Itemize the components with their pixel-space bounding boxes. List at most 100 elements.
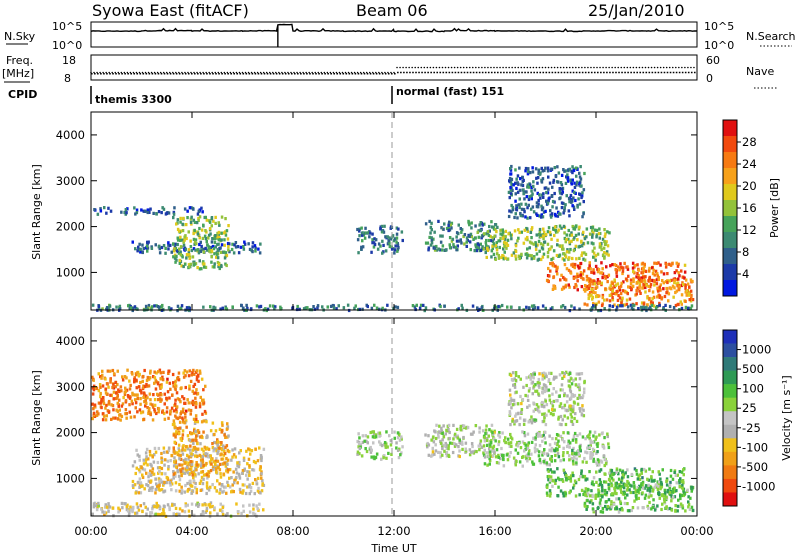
data-cell xyxy=(432,237,435,241)
data-cell xyxy=(216,243,219,247)
data-cell xyxy=(541,215,545,219)
data-cell xyxy=(689,496,692,500)
data-cell xyxy=(189,460,193,464)
data-cell xyxy=(139,397,142,401)
data-cell xyxy=(445,428,448,432)
data-cell xyxy=(534,167,538,171)
data-cell xyxy=(528,374,532,378)
data-cell xyxy=(625,298,629,302)
data-cell xyxy=(544,372,547,376)
data-cell xyxy=(583,504,587,508)
data-cell xyxy=(228,242,231,246)
data-cell xyxy=(582,188,586,192)
data-cell xyxy=(197,472,200,476)
data-cell xyxy=(688,291,691,295)
data-cell xyxy=(568,388,572,392)
data-cell xyxy=(358,234,361,238)
nave-point xyxy=(678,66,680,69)
data-cell xyxy=(137,508,141,512)
data-cell xyxy=(102,399,105,403)
data-cell xyxy=(126,368,129,372)
data-cell xyxy=(573,236,576,240)
nave-point xyxy=(499,66,501,69)
nave-point xyxy=(356,71,359,74)
data-cell xyxy=(488,459,492,463)
data-cell xyxy=(192,207,195,211)
data-cell xyxy=(169,483,172,487)
data-cell xyxy=(221,428,224,433)
data-cell xyxy=(651,297,654,301)
data-cell xyxy=(361,239,364,243)
data-cell xyxy=(487,434,490,438)
data-cell xyxy=(565,478,568,482)
data-cell xyxy=(576,402,580,406)
data-cell xyxy=(680,479,683,483)
data-cell xyxy=(595,480,598,484)
data-cell xyxy=(187,509,191,513)
nave-point xyxy=(111,71,114,74)
data-cell xyxy=(610,505,613,509)
data-cell xyxy=(529,207,533,211)
data-cell xyxy=(247,447,250,451)
data-cell xyxy=(583,237,587,241)
data-cell xyxy=(630,484,633,488)
data-cell xyxy=(566,248,569,252)
data-cell xyxy=(653,508,657,512)
data-cell xyxy=(183,207,187,211)
data-cell xyxy=(541,304,545,308)
data-cell xyxy=(526,443,530,447)
data-cell xyxy=(441,234,444,238)
data-cell xyxy=(205,506,209,511)
data-cell xyxy=(594,258,597,262)
nave-point xyxy=(508,66,510,69)
data-cell xyxy=(571,422,575,426)
data-cell xyxy=(648,296,651,301)
data-cell xyxy=(514,254,517,258)
data-cell xyxy=(187,248,191,252)
data-cell xyxy=(673,489,677,493)
data-cell xyxy=(216,231,219,235)
data-cell xyxy=(663,491,667,495)
data-cell xyxy=(149,479,153,483)
data-cell xyxy=(192,368,195,372)
data-cell xyxy=(680,493,683,498)
data-cell xyxy=(128,511,131,515)
data-cell xyxy=(131,402,134,406)
data-cell xyxy=(661,502,664,506)
data-cell xyxy=(598,433,601,437)
data-cell xyxy=(182,397,186,401)
data-cell xyxy=(176,452,180,457)
data-cell xyxy=(533,418,536,422)
data-cell xyxy=(129,505,132,509)
data-cell xyxy=(196,248,200,252)
data-cell xyxy=(397,246,400,250)
nave-point xyxy=(690,66,692,69)
data-cell xyxy=(660,480,663,485)
nave-point xyxy=(478,66,480,69)
data-cell xyxy=(254,461,257,465)
nave-point xyxy=(159,71,162,74)
data-cell xyxy=(665,479,668,484)
nave-point xyxy=(681,66,683,69)
data-cell xyxy=(511,419,514,423)
data-cell xyxy=(221,423,224,427)
data-cell xyxy=(548,494,552,498)
data-cell xyxy=(194,454,197,458)
data-cell xyxy=(201,460,205,464)
data-cell xyxy=(574,383,578,387)
data-cell xyxy=(477,229,480,233)
data-cell xyxy=(596,444,599,448)
data-cell xyxy=(618,484,622,488)
data-cell xyxy=(230,490,233,494)
data-cell xyxy=(510,444,513,448)
data-cell xyxy=(625,277,628,281)
data-cell xyxy=(172,470,175,474)
data-cell xyxy=(482,451,485,455)
data-cell xyxy=(254,246,257,250)
data-cell xyxy=(359,443,363,447)
data-cell xyxy=(532,409,535,413)
data-cell xyxy=(598,501,602,505)
data-cell xyxy=(166,459,170,463)
data-cell xyxy=(657,493,661,497)
data-cell xyxy=(576,434,579,438)
